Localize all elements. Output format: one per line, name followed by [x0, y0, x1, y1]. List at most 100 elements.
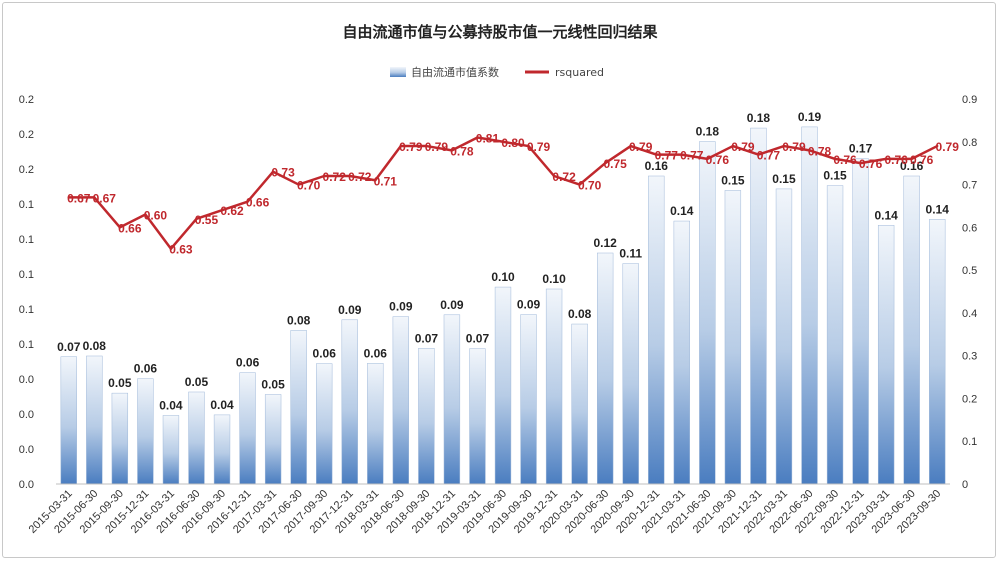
line-point: [884, 157, 888, 161]
line-data-label: 0.81: [476, 132, 500, 146]
bar-data-label: 0.09: [517, 298, 541, 312]
line-point: [93, 196, 96, 199]
line-point: [501, 140, 505, 143]
line-point: [246, 200, 249, 203]
line-point: [348, 174, 351, 178]
y-right-tick-label: 0.8: [962, 137, 977, 149]
line-data-label: 0.63: [169, 243, 193, 257]
line-data-label: 0.76: [833, 153, 857, 167]
bar-data-label: 0.09: [338, 303, 362, 317]
line-data-label: 0.76: [910, 153, 934, 167]
line-data-label: 0.79: [399, 140, 423, 154]
bar: [903, 175, 920, 485]
y-right-tick-label: 0.6: [962, 222, 977, 234]
y-left-tick-label: 0.0: [19, 479, 34, 491]
y-right-tick-label: 0.4: [962, 308, 977, 320]
bar: [750, 127, 767, 485]
line-data-label: 0.72: [552, 170, 576, 184]
bar: [418, 348, 435, 485]
bar: [162, 415, 180, 485]
y-left-tick-label: 0.1: [19, 304, 34, 316]
bar: [929, 219, 946, 485]
line-data-label: 0.55: [195, 213, 219, 227]
bar: [775, 188, 793, 485]
bar-data-label: 0.05: [185, 375, 209, 389]
y-left-tick-label: 0.2: [19, 164, 34, 176]
line-data-label: 0.70: [297, 179, 321, 193]
line-point: [374, 179, 377, 182]
line-point: [629, 144, 632, 148]
bar-data-label: 0.14: [874, 208, 898, 222]
line-data-label: 0.79: [731, 140, 755, 154]
bar: [290, 330, 307, 485]
bar: [571, 323, 588, 485]
line-data-label: 0.66: [246, 196, 270, 210]
bar-data-label: 0.11: [619, 247, 642, 261]
bar-data-label: 0.15: [721, 173, 745, 187]
line-data-label: 0.79: [527, 140, 551, 154]
line-point: [731, 144, 735, 148]
bar-data-label: 0.05: [261, 377, 285, 391]
bar-data-label: 0.09: [440, 298, 464, 312]
line-point: [680, 153, 683, 156]
bar: [137, 378, 154, 485]
bar: [239, 372, 256, 485]
bar: [826, 185, 844, 485]
line-point: [425, 144, 428, 148]
y-left-tick-label: 0.2: [19, 129, 34, 141]
line-point: [757, 153, 760, 156]
bar: [520, 314, 537, 485]
bar-data-label: 0.08: [287, 313, 311, 327]
bar-data-label: 0.04: [159, 398, 183, 412]
bar: [264, 394, 282, 485]
bar-data-label: 0.05: [108, 376, 132, 390]
legend-swatch-bar: [390, 67, 406, 77]
line-data-label: 0.75: [603, 157, 627, 171]
bar-data-label: 0.06: [313, 347, 337, 361]
bar-data-label: 0.14: [926, 202, 950, 216]
bar: [673, 220, 690, 485]
line-data-label: 0.60: [144, 209, 168, 223]
y-axis-left: 0.0 0.0 0.0 0.0 0.1 0.1 0.1 0.1 0.1 0.2 0.2 0.2: [19, 94, 34, 491]
line-point: [323, 174, 326, 178]
bar: [545, 288, 563, 485]
bar: [699, 141, 716, 485]
line-point: [552, 174, 556, 178]
line-data-label: 0.67: [93, 191, 117, 205]
y-left-tick-label: 0.1: [19, 234, 34, 246]
line-data-label: 0.62: [220, 204, 244, 218]
line-point: [118, 226, 122, 229]
bar: [111, 392, 129, 485]
line-data-label: 0.70: [578, 179, 602, 193]
bar-data-label: 0.15: [772, 172, 796, 186]
bar-data-label: 0.07: [415, 331, 439, 345]
bar: [316, 363, 333, 485]
bar-data-label: 0.09: [389, 300, 413, 314]
bar-data-label: 0.04: [210, 398, 234, 412]
line-point: [476, 136, 479, 139]
bar-data-label: 0.16: [900, 159, 924, 173]
chart-title: 自由流通市值与公募持股市值一元线性回归结果: [342, 23, 658, 41]
bar-data-label: 0.08: [83, 339, 107, 353]
bar-data-label: 0.06: [236, 356, 260, 370]
bar: [213, 414, 231, 485]
line-data-label: 0.73: [271, 166, 295, 180]
line-point: [603, 161, 607, 165]
line-point: [833, 157, 837, 161]
bar-data-label: 0.07: [57, 340, 81, 354]
y-left-tick-label: 0.2: [19, 94, 34, 106]
bar-data-label: 0.10: [542, 272, 566, 286]
line-data-label: 0.72: [323, 170, 347, 184]
bar: [494, 286, 512, 485]
bar: [648, 175, 665, 485]
bar-data-label: 0.10: [491, 270, 515, 284]
line-point: [399, 144, 403, 148]
line-point: [527, 144, 530, 148]
line-data-label: 0.78: [808, 144, 832, 158]
bar-data-label: 0.19: [798, 110, 822, 124]
bar-data-label: 0.12: [593, 236, 617, 250]
bar-data-label: 0.06: [134, 362, 158, 376]
line-point: [220, 209, 224, 212]
line-point: [808, 149, 811, 152]
